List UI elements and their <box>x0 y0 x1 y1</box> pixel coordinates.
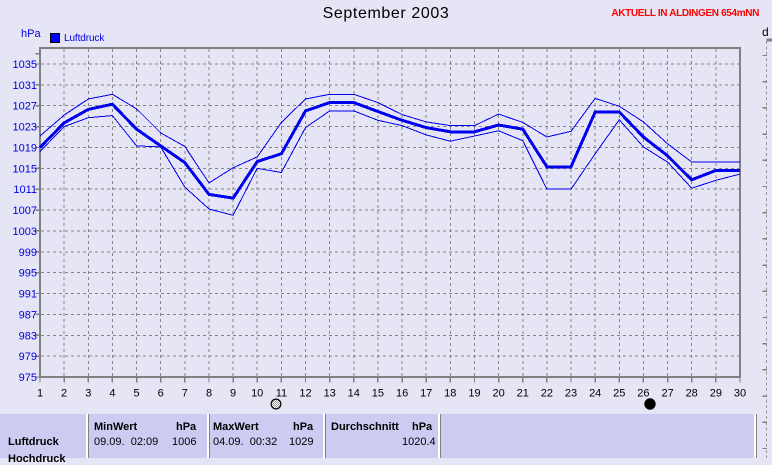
svg-text:991: 991 <box>19 289 37 301</box>
svg-text:15: 15 <box>372 388 384 400</box>
svg-text:1011: 1011 <box>13 184 37 196</box>
svg-text:2: 2 <box>61 388 67 400</box>
svg-text:12: 12 <box>299 388 311 400</box>
svg-text:25: 25 <box>613 388 625 400</box>
svg-text:999: 999 <box>19 247 37 259</box>
svg-text:1019: 1019 <box>13 143 37 155</box>
svg-text:29: 29 <box>710 388 722 400</box>
svg-text:1023: 1023 <box>13 122 37 134</box>
svg-text:1035: 1035 <box>13 59 37 71</box>
svg-text:979: 979 <box>19 351 37 363</box>
svg-text:11: 11 <box>276 388 287 400</box>
svg-text:21: 21 <box>517 388 529 400</box>
svg-text:1003: 1003 <box>13 226 37 238</box>
svg-text:18: 18 <box>444 388 456 400</box>
svg-text:19: 19 <box>468 388 480 400</box>
svg-text:27: 27 <box>661 388 673 400</box>
svg-text:20: 20 <box>492 388 504 400</box>
svg-text:23: 23 <box>565 388 577 400</box>
svg-text:1027: 1027 <box>13 101 37 113</box>
svg-text:22: 22 <box>541 388 553 400</box>
svg-text:17: 17 <box>420 388 432 400</box>
svg-text:6: 6 <box>158 388 164 400</box>
svg-text:13: 13 <box>324 388 336 400</box>
svg-text:24: 24 <box>589 388 601 400</box>
svg-text:8: 8 <box>206 388 212 400</box>
svg-text:26: 26 <box>637 388 649 400</box>
svg-text:4: 4 <box>109 388 115 400</box>
svg-text:28: 28 <box>686 388 698 400</box>
svg-text:1031: 1031 <box>13 80 37 92</box>
svg-text:1007: 1007 <box>13 205 37 217</box>
svg-text:987: 987 <box>19 309 37 321</box>
svg-text:5: 5 <box>134 388 140 400</box>
svg-text:9: 9 <box>230 388 236 400</box>
svg-text:995: 995 <box>19 268 37 280</box>
svg-text:10: 10 <box>251 388 263 400</box>
svg-text:7: 7 <box>182 388 188 400</box>
svg-text:1: 1 <box>37 388 43 400</box>
svg-text:3: 3 <box>85 388 91 400</box>
svg-text:1015: 1015 <box>13 163 37 175</box>
svg-text:30: 30 <box>734 388 746 400</box>
svg-text:975: 975 <box>19 372 37 384</box>
svg-text:16: 16 <box>396 388 408 400</box>
svg-text:14: 14 <box>348 388 360 400</box>
svg-text:983: 983 <box>19 330 37 342</box>
